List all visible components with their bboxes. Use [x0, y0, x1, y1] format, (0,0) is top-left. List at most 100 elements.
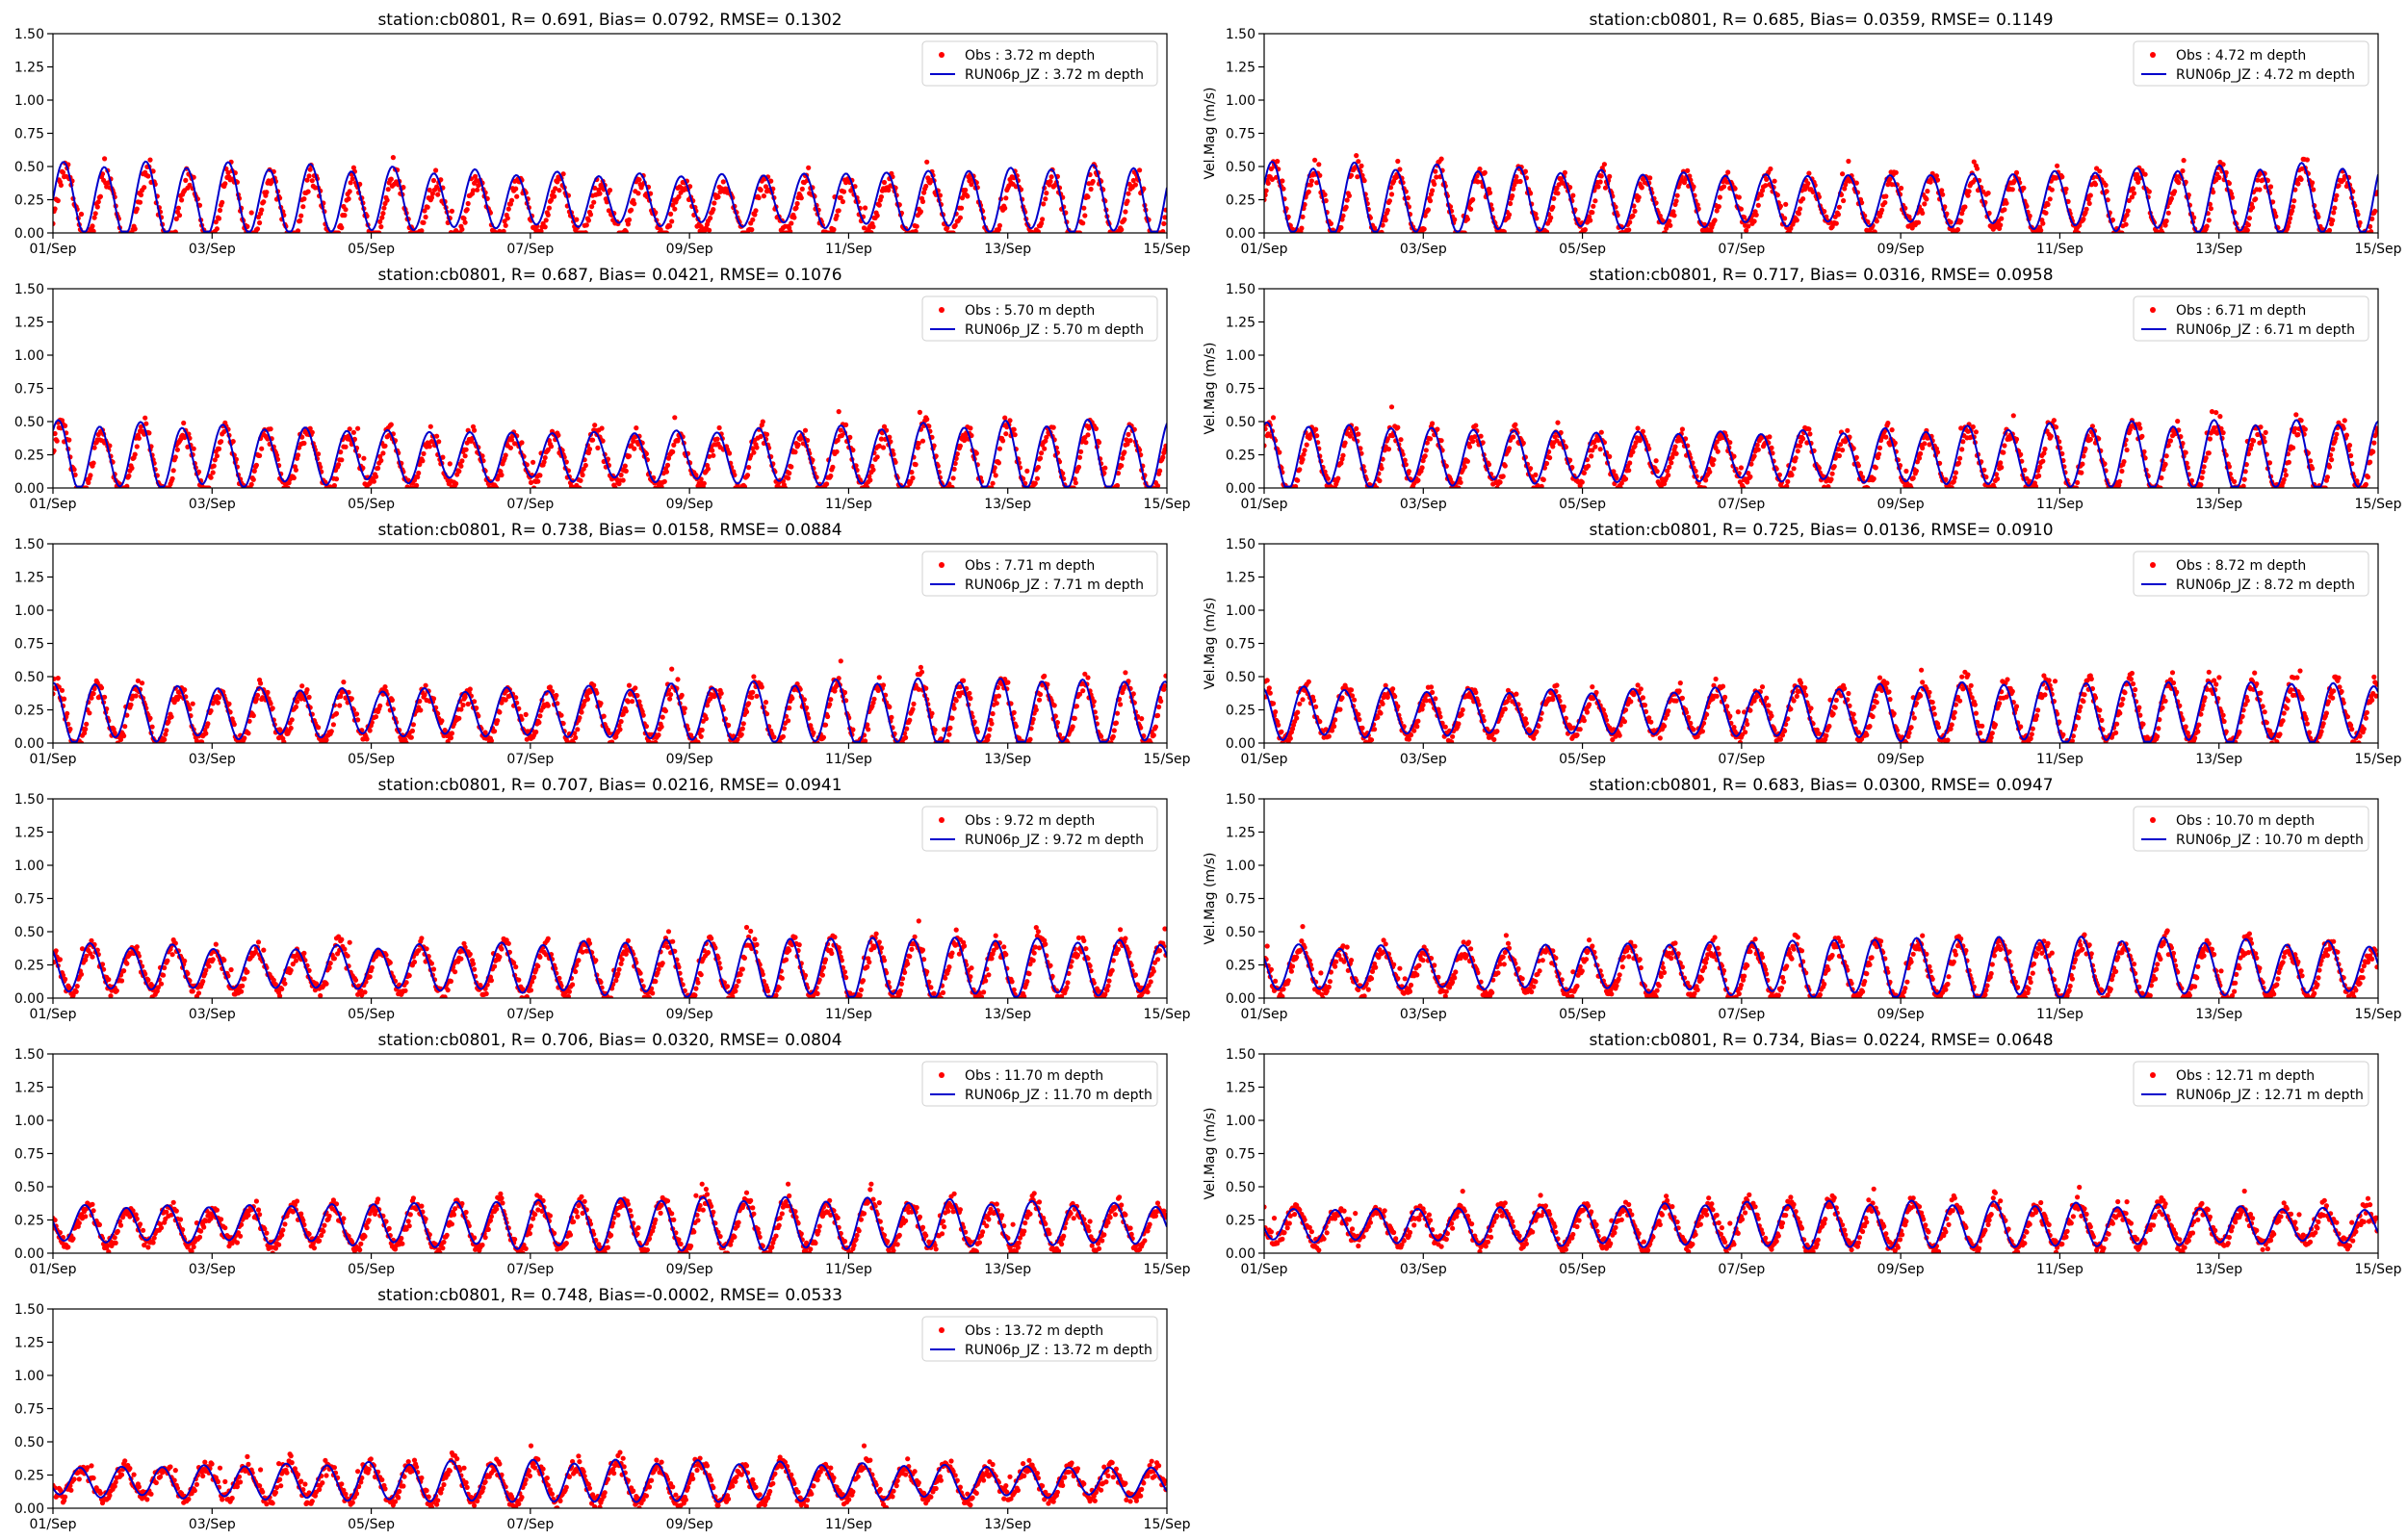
obs-point	[2333, 196, 2339, 203]
obs-point	[1395, 158, 1401, 165]
obs-point	[1468, 206, 1474, 212]
obs-point	[1322, 192, 1328, 197]
obs-point	[578, 477, 583, 483]
obs-point	[1807, 431, 1813, 437]
obs-point	[963, 187, 969, 193]
model-line	[1264, 419, 2378, 488]
obs-point	[582, 230, 588, 233]
obs-point	[453, 480, 459, 487]
obs-point	[1736, 194, 1742, 200]
obs-point	[231, 722, 237, 728]
obs-point	[1622, 476, 1629, 482]
obs-point	[378, 457, 384, 464]
obs-point	[2079, 470, 2084, 475]
obs-point	[1876, 451, 1882, 457]
y-tick-label: 1.25	[14, 571, 44, 586]
obs-point	[921, 190, 927, 195]
obs-point	[91, 445, 97, 450]
obs-point	[1385, 447, 1391, 452]
obs-point	[1425, 207, 1431, 213]
obs-point	[2040, 220, 2046, 226]
obs-point	[2329, 457, 2335, 463]
obs-point	[632, 201, 637, 207]
obs-point	[59, 687, 65, 693]
obs-point	[560, 171, 566, 177]
obs-point	[1776, 472, 1782, 477]
obs-point	[1592, 444, 1598, 449]
obs-point	[1906, 214, 1912, 219]
obs-point	[1758, 192, 1764, 198]
obs-point	[147, 157, 153, 163]
obs-point	[1044, 191, 1049, 196]
obs-point	[2160, 230, 2165, 233]
obs-point	[97, 193, 103, 199]
obs-point	[1673, 450, 1679, 456]
obs-point	[338, 693, 344, 700]
obs-point	[1949, 485, 1954, 488]
obs-point	[1589, 453, 1594, 459]
obs-point	[291, 475, 297, 481]
obs-point	[1034, 475, 1040, 481]
obs-point	[1753, 212, 1759, 218]
obs-point	[1462, 230, 1467, 233]
obs-point	[916, 441, 921, 447]
obs-point	[401, 185, 406, 191]
obs-point	[2032, 483, 2039, 488]
obs-point	[2220, 430, 2226, 436]
obs-point	[1626, 468, 1632, 474]
obs-point	[915, 445, 920, 450]
obs-point	[2131, 191, 2137, 196]
obs-point	[1275, 159, 1281, 165]
obs-point	[380, 211, 386, 217]
obs-point	[2083, 206, 2089, 212]
obs-point	[2333, 435, 2339, 442]
plot-area	[53, 409, 1167, 488]
obs-point	[876, 202, 882, 208]
obs-point	[1590, 448, 1595, 453]
obs-point	[58, 182, 64, 188]
obs-point	[1933, 173, 1939, 179]
obs-point	[705, 466, 712, 472]
obs-point	[330, 722, 336, 728]
obs-point	[1539, 483, 1544, 488]
obs-point	[132, 451, 138, 457]
obs-point	[1154, 483, 1161, 488]
obs-point	[589, 204, 595, 210]
obs-point	[1951, 478, 1956, 484]
x-tick-label: 07/Sep	[1718, 242, 1765, 257]
obs-point	[1635, 425, 1641, 431]
obs-point	[1835, 447, 1841, 452]
obs-point	[136, 435, 142, 441]
obs-point	[1759, 188, 1766, 193]
x-tick-label: 01/Sep	[1241, 497, 1288, 512]
obs-point	[128, 702, 134, 707]
obs-point	[307, 167, 313, 172]
obs-point	[664, 462, 671, 468]
obs-point	[1003, 195, 1009, 201]
obs-point	[2180, 167, 2186, 174]
obs-point	[1096, 440, 1102, 446]
obs-point	[142, 185, 147, 191]
obs-point	[1939, 188, 1945, 193]
y-tick-label: 0.50	[14, 415, 44, 430]
obs-point	[874, 454, 880, 460]
obs-point	[2027, 213, 2032, 218]
obs-point	[1667, 464, 1672, 470]
obs-point	[2286, 219, 2291, 225]
obs-point	[254, 692, 261, 698]
obs-point	[1892, 440, 1898, 446]
legend-box	[2133, 295, 2369, 342]
obs-point	[1385, 207, 1390, 214]
obs-point	[1738, 465, 1744, 471]
obs-point	[1910, 475, 1916, 481]
obs-point	[2010, 413, 2016, 419]
obs-point	[55, 676, 61, 681]
obs-point	[1755, 447, 1761, 452]
obs-point	[1354, 425, 1359, 431]
obs-point	[2363, 481, 2368, 487]
x-tick-label: 05/Sep	[348, 497, 395, 512]
obs-point	[1732, 186, 1738, 192]
x-tick-label: 05/Sep	[1559, 497, 1606, 512]
obs-point	[371, 478, 376, 484]
